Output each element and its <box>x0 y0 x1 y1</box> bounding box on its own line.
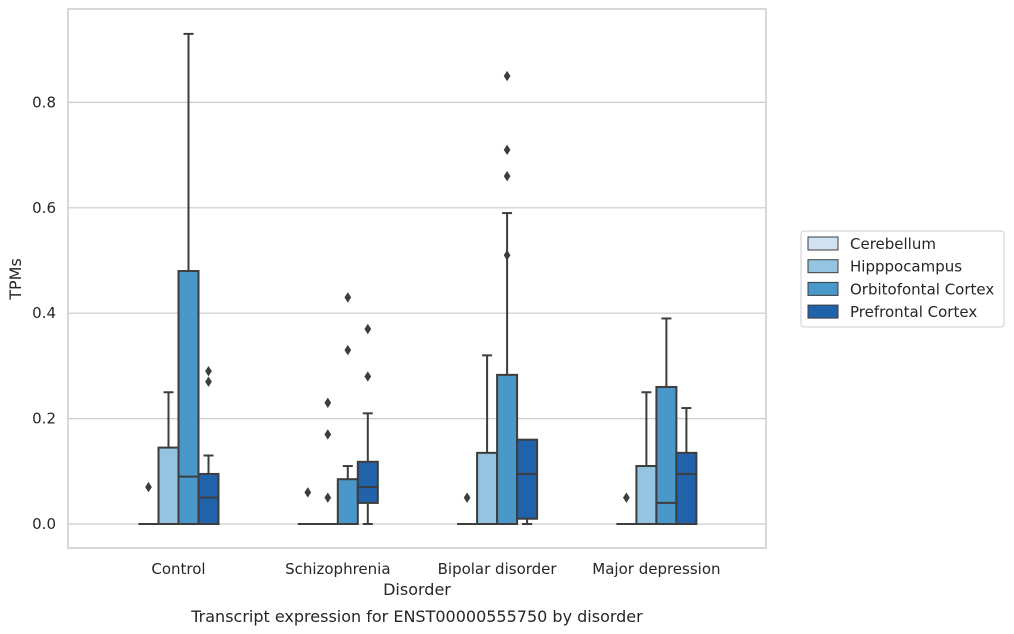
box-body <box>356 460 379 504</box>
outlier-point <box>324 397 332 408</box>
outlier-point <box>503 144 511 156</box>
box-cerebellum-schizophrenia <box>297 487 318 525</box>
outlier-point <box>623 492 630 503</box>
box-body <box>675 451 698 526</box>
legend-swatch <box>807 304 839 319</box>
outlier-point <box>324 429 332 440</box>
outlier-point <box>463 492 471 503</box>
box-prefrontal-cortex-bipolar-disorder <box>516 438 539 525</box>
box-orbitofontal-cortex-schizophrenia <box>336 292 359 525</box>
y-tick-label: 0.0 <box>32 515 56 533</box>
box-prefrontal-cortex-major-depression <box>675 407 698 526</box>
x-tick-label: Schizophrenia <box>285 560 390 578</box>
outlier-point <box>304 487 312 498</box>
y-tick-label: 0.6 <box>32 199 56 217</box>
x-tick-label: Major depression <box>592 560 720 578</box>
box-body <box>635 465 658 525</box>
x-tick-labels: Control Schizophrenia Bipolar disorder Majo… <box>151 560 720 578</box>
legend-swatch <box>807 259 839 274</box>
y-tick-labels: 0.0 0.2 0.4 0.6 0.8 <box>32 93 56 533</box>
y-tick-label: 0.8 <box>32 93 56 111</box>
outlier-point <box>364 371 372 382</box>
legend-swatch <box>807 236 839 251</box>
outlier-point <box>503 70 511 82</box>
box-cerebellum-major-depression <box>616 492 637 525</box>
box-prefrontal-cortex-control <box>197 365 220 525</box>
legend-label: Hipppocampus <box>850 258 962 276</box>
box-body <box>496 373 519 526</box>
box-cerebellum-bipolar-disorder <box>457 492 478 525</box>
box-hipppocampus-control <box>157 391 180 525</box>
box-orbitofontal-cortex-major-depression <box>655 317 678 526</box>
box-hipppocampus-schizophrenia <box>317 397 338 525</box>
outlier-point <box>205 376 212 387</box>
box-body <box>336 478 359 525</box>
box-series <box>138 32 698 526</box>
box-hipppocampus-major-depression <box>635 391 658 525</box>
legend-frame <box>800 230 1005 328</box>
y-axis-title: TPMs <box>6 258 25 301</box>
chart-caption: Transcript expression for ENST0000055575… <box>190 607 643 626</box>
legend: Cerebellum Hipppocampus Orbitofontal Corte… <box>800 230 1005 328</box>
plot-frame <box>67 8 767 549</box>
outlier-point <box>344 344 352 356</box>
box-hipppocampus-bipolar-disorder <box>476 354 499 526</box>
box-orbitofontal-cortex-control <box>177 32 200 526</box>
box-body <box>157 446 180 525</box>
outlier-point <box>503 170 511 182</box>
box-body <box>476 451 499 526</box>
legend-label: Orbitofontal Cortex <box>850 280 994 298</box>
box-prefrontal-cortex-schizophrenia <box>356 323 379 525</box>
outlier-point <box>324 492 332 503</box>
legend-label: Cerebellum <box>850 235 936 253</box>
outlier-point <box>145 481 152 493</box>
x-tick-label: Bipolar disorder <box>438 560 558 578</box>
outlier-point <box>503 250 511 261</box>
box-body <box>197 472 220 525</box>
outlier-point <box>205 365 212 377</box>
outlier-point <box>364 323 372 335</box>
box-body <box>177 270 200 526</box>
y-tick-label: 0.4 <box>32 304 56 322</box>
box-body <box>516 438 539 520</box>
outlier-point <box>344 292 352 303</box>
legend-swatch <box>807 281 839 296</box>
y-tick-label: 0.2 <box>32 410 56 428</box>
x-tick-label: Control <box>151 560 205 578</box>
box-cerebellum-control <box>138 481 159 525</box>
legend-label: Prefrontal Cortex <box>850 303 977 321</box>
x-axis-title: Disorder <box>383 580 451 599</box>
